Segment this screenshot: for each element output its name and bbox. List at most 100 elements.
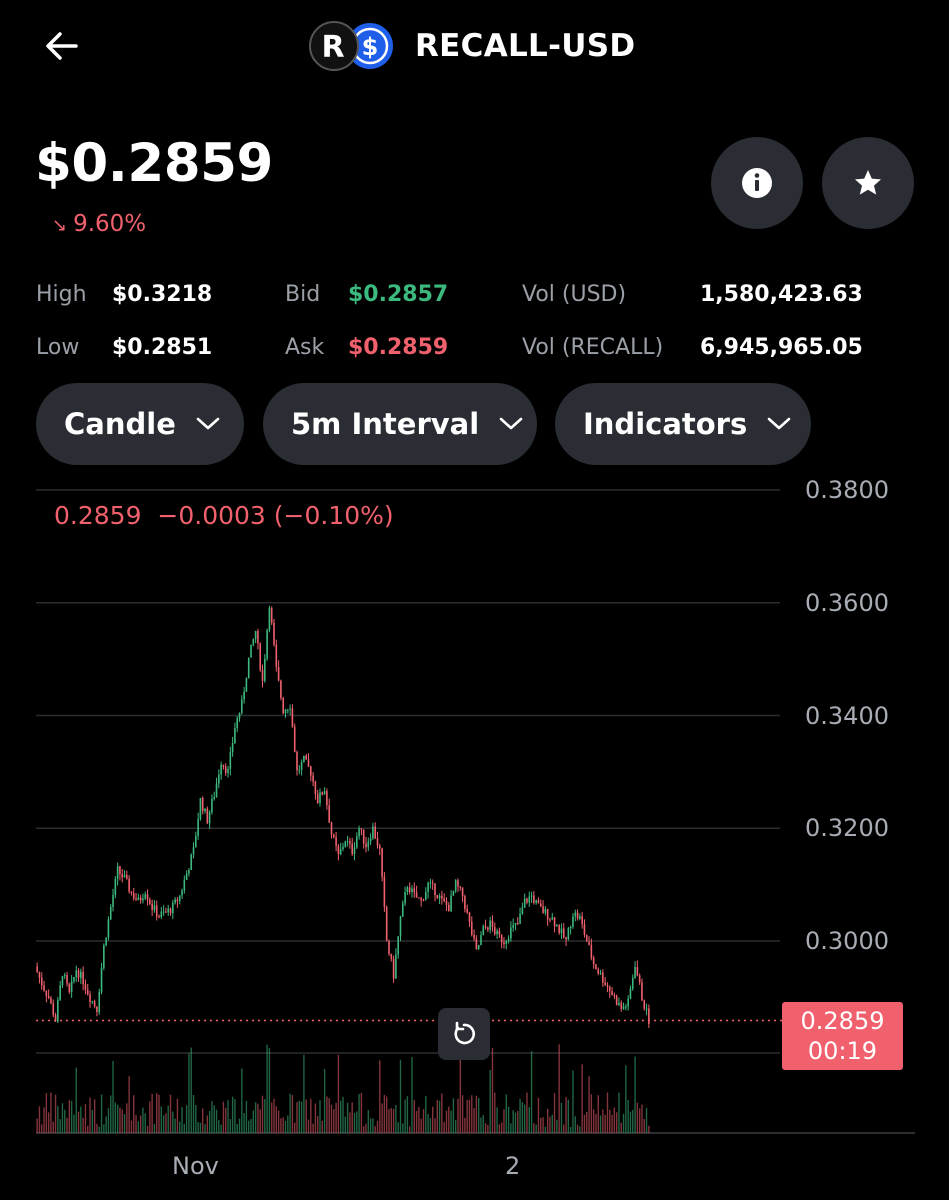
volume-bar xyxy=(280,1118,282,1133)
candle-body xyxy=(197,819,199,836)
indicators-dropdown[interactable]: Indicators xyxy=(555,383,811,465)
volume-bar xyxy=(137,1121,140,1133)
candle-body xyxy=(128,878,130,892)
volume-bar xyxy=(107,1108,110,1133)
candle-body xyxy=(443,898,445,901)
vol-recall-label: Vol (RECALL) xyxy=(522,335,664,360)
volume-bar xyxy=(133,1095,135,1133)
candle-body xyxy=(556,925,558,927)
candle-body xyxy=(300,762,303,770)
candle-body xyxy=(528,896,531,903)
info-button[interactable] xyxy=(711,137,803,229)
volume-bar xyxy=(188,1053,190,1133)
ohlc-readout: 0.2859 −0.0003 (−0.10%) xyxy=(54,500,394,532)
volume-bar xyxy=(480,1117,482,1133)
volume-bar xyxy=(234,1099,236,1133)
volume-bar xyxy=(514,1112,517,1133)
candle-body xyxy=(231,742,234,753)
candle-body xyxy=(112,894,114,907)
volume-bar xyxy=(52,1121,54,1133)
candle-body xyxy=(126,875,128,879)
candle-body xyxy=(491,920,494,927)
volume-bar xyxy=(415,1110,418,1133)
candle-body xyxy=(172,902,174,914)
candle-body xyxy=(631,978,634,989)
candle-body xyxy=(558,925,560,933)
candle-body xyxy=(264,658,266,681)
candle-body xyxy=(533,895,535,903)
price-change-pct: 9.60% xyxy=(73,211,147,237)
favorite-button[interactable] xyxy=(822,137,914,229)
volume-bar xyxy=(576,1124,579,1133)
candle-body xyxy=(452,891,455,896)
candle-body xyxy=(298,769,301,771)
candle-body xyxy=(351,843,354,855)
volume-bar xyxy=(551,1114,553,1133)
volume-bar xyxy=(185,1105,188,1133)
volume-bar xyxy=(241,1068,243,1133)
low-value: $0.2851 xyxy=(112,335,213,360)
volume-bar xyxy=(588,1076,590,1133)
candle-body xyxy=(270,607,273,623)
candle-body xyxy=(195,835,197,848)
volume-bar xyxy=(307,1119,310,1133)
volume-bar xyxy=(296,1102,298,1133)
volume-bar xyxy=(500,1122,503,1133)
candle-body xyxy=(116,866,119,879)
volume-bar xyxy=(595,1113,597,1133)
chart-type-dropdown[interactable]: Candle xyxy=(36,383,244,465)
volume-bar xyxy=(87,1125,89,1133)
candle-body xyxy=(355,836,358,848)
candle-body xyxy=(429,882,432,884)
high-label: High xyxy=(36,282,87,307)
candle-body xyxy=(526,898,528,903)
volume-bar xyxy=(116,1104,119,1133)
reset-chart-button[interactable] xyxy=(438,1008,490,1060)
volume-bar xyxy=(372,1118,374,1133)
volume-bar xyxy=(374,1126,376,1133)
candle-body xyxy=(84,984,87,990)
candle-body xyxy=(89,994,91,1003)
volume-bar xyxy=(606,1092,609,1133)
candle-body xyxy=(312,775,314,782)
volume-bar xyxy=(93,1099,96,1133)
candle-body xyxy=(588,941,590,945)
back-button[interactable] xyxy=(40,24,84,68)
volume-bar xyxy=(245,1100,248,1133)
volume-bar xyxy=(556,1119,558,1133)
volume-bar xyxy=(326,1096,328,1133)
svg-text:R: R xyxy=(321,30,344,65)
volume-bar xyxy=(162,1115,165,1133)
ohlc-change: −0.0003 xyxy=(157,501,266,530)
volume-bar xyxy=(422,1109,425,1133)
candle-body xyxy=(188,870,190,874)
candle-body xyxy=(137,897,140,900)
volume-bar xyxy=(50,1092,52,1133)
volume-bar xyxy=(342,1096,344,1133)
volume-bar xyxy=(294,1122,296,1133)
candle-body xyxy=(461,887,464,897)
volume-bar xyxy=(461,1095,464,1133)
volume-bar xyxy=(36,1118,38,1133)
volume-bar xyxy=(38,1106,41,1133)
volume-bar xyxy=(328,1098,330,1133)
candle-body xyxy=(190,854,193,871)
candle-body xyxy=(505,940,508,944)
candle-body xyxy=(406,887,409,893)
candle-body xyxy=(643,1000,646,1009)
volume-bar xyxy=(466,1099,468,1133)
candle-body xyxy=(367,841,370,848)
volume-bar xyxy=(648,1125,650,1133)
volume-bar xyxy=(128,1076,130,1133)
price-chart[interactable] xyxy=(0,470,949,1200)
volume-bar xyxy=(158,1094,160,1133)
volume-bar xyxy=(275,1106,278,1133)
volume-bar xyxy=(381,1103,383,1133)
volume-bar xyxy=(418,1106,420,1133)
volume-bar xyxy=(533,1123,535,1133)
volume-bar xyxy=(484,1123,487,1133)
interval-dropdown[interactable]: 5m Interval xyxy=(263,383,537,465)
volume-bar xyxy=(266,1044,268,1133)
volume-bar xyxy=(139,1115,142,1133)
volume-bar xyxy=(634,1056,636,1133)
